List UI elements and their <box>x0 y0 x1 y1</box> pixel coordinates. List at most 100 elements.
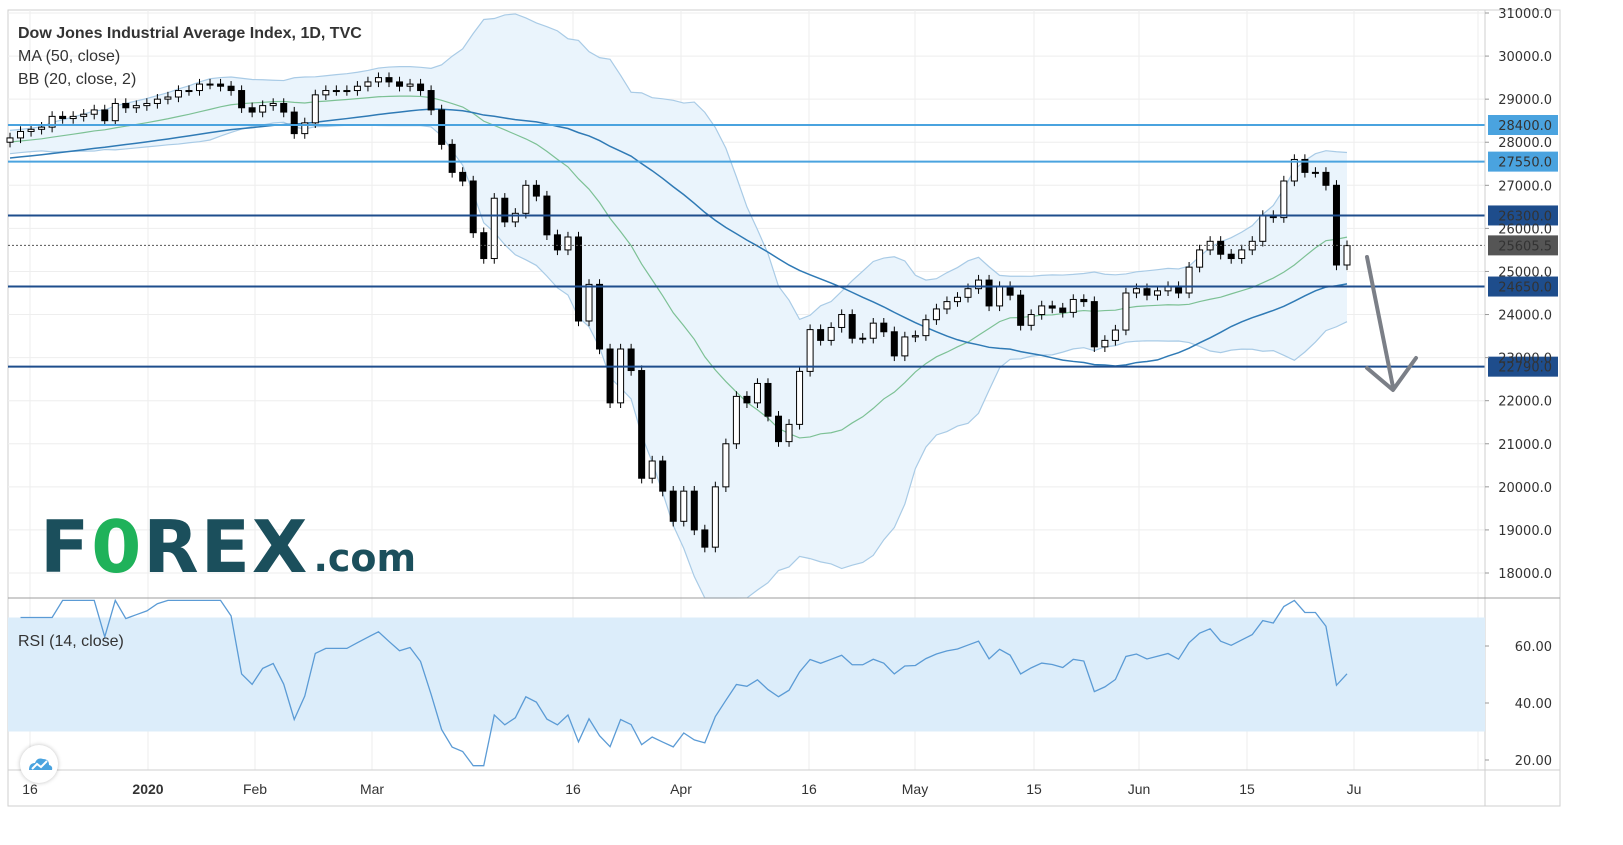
tradingview-logo-icon[interactable] <box>20 745 58 783</box>
candle-body <box>1196 249 1204 268</box>
level-label-bg <box>1488 115 1558 135</box>
candle-body <box>806 329 814 372</box>
price-tick-label: 21000.0 <box>1498 438 1552 453</box>
date-tick-label: 15 <box>1026 781 1042 797</box>
candle-body <box>1111 329 1119 341</box>
candle-body <box>459 171 467 182</box>
candle-body <box>1006 286 1014 296</box>
candle-body <box>911 335 919 338</box>
candle-body <box>869 322 877 339</box>
candle-body <box>532 184 540 197</box>
candle-body <box>122 102 130 109</box>
candle-body <box>943 301 951 310</box>
candle-body <box>164 96 172 100</box>
candle-body <box>785 423 793 443</box>
candle-body <box>80 113 88 117</box>
candle-body <box>701 529 709 548</box>
candle-body <box>711 486 719 548</box>
candle-body <box>438 109 446 145</box>
candle-body <box>59 115 67 120</box>
candle-body <box>248 107 256 113</box>
candle-body <box>1027 314 1035 326</box>
level-label-bg <box>1488 151 1558 172</box>
candle-body <box>638 370 646 479</box>
candle-body <box>606 348 614 404</box>
candle-body <box>1122 292 1130 331</box>
candle-body <box>1290 158 1298 182</box>
candle-body <box>985 279 993 307</box>
chart-legend: Dow Jones Industrial Average Index, 1D, … <box>18 22 362 91</box>
candle-body <box>722 443 730 488</box>
candle-body <box>901 336 909 357</box>
candle-body <box>732 395 740 445</box>
candle-body <box>1238 249 1246 260</box>
date-tick-label: 16 <box>565 781 581 797</box>
rsi-band <box>8 617 1485 732</box>
candle-body <box>90 109 98 115</box>
candle-body <box>48 115 56 128</box>
ma50-line <box>9 108 1348 367</box>
candle-body <box>206 83 214 86</box>
candle-body <box>827 326 835 341</box>
candle-body <box>374 77 382 83</box>
level-label-bg <box>1488 205 1558 226</box>
down-arrow-shaft <box>1365 255 1395 389</box>
price-tick-label: 25000.0 <box>1498 265 1552 280</box>
candle-body <box>185 90 193 93</box>
candle-body <box>796 370 804 425</box>
candle-body <box>396 81 404 87</box>
candle-body <box>227 85 235 92</box>
candle-body <box>427 90 435 111</box>
candle-body <box>448 143 456 173</box>
price-tick-label: 27000.0 <box>1498 179 1552 194</box>
candle-body <box>322 90 330 96</box>
last-price-bg <box>1488 235 1558 256</box>
date-tick-label: Apr <box>670 781 692 797</box>
candle-body <box>975 279 983 290</box>
candle-body <box>953 296 961 303</box>
candle-body <box>680 490 688 522</box>
candle-body <box>1090 301 1098 348</box>
price-tick-label: 20000.0 <box>1498 481 1552 496</box>
rsi-tick-label: 60.00 <box>1515 640 1552 655</box>
price-tick-label: 18000.0 <box>1498 567 1552 582</box>
bb-lower-line <box>9 121 1348 599</box>
candle-body <box>564 236 572 251</box>
rsi-tick-label: 40.00 <box>1515 697 1552 712</box>
date-tick-label: May <box>902 781 928 797</box>
candle-body <box>1059 307 1067 313</box>
candle-body <box>417 83 425 92</box>
last-price-label: 25605.5 <box>1498 239 1552 254</box>
logo-text-main: F0REX <box>40 505 310 589</box>
level-label-bg <box>1488 356 1558 377</box>
candle-body <box>753 382 761 404</box>
candle-body <box>880 322 888 333</box>
candle-body <box>922 319 930 337</box>
candle-body <box>238 90 246 109</box>
candle-body <box>1017 294 1025 326</box>
candle-body <box>364 81 372 87</box>
candle-body <box>195 83 203 92</box>
price-tick-label: 30000.0 <box>1498 50 1552 65</box>
candle-body <box>27 128 35 132</box>
candle-body <box>1038 305 1046 316</box>
bb-legend: BB (20, close, 2) <box>18 71 137 88</box>
price-tick-label: 19000.0 <box>1498 524 1552 539</box>
price-tick-label: 26000.0 <box>1498 222 1552 237</box>
candle-body <box>1217 240 1225 255</box>
date-tick-label: 2020 <box>132 781 163 797</box>
candle-body <box>111 102 119 122</box>
candle-body <box>343 90 351 93</box>
candle-body <box>301 122 309 135</box>
bb-upper-line <box>9 13 1348 321</box>
level-label: 26300.0 <box>1498 209 1552 224</box>
candle-body <box>1343 245 1351 266</box>
candle-body <box>1301 158 1309 173</box>
price-tick-label: 23000.0 <box>1498 352 1552 367</box>
candle-body <box>290 111 298 135</box>
candle-body <box>1322 171 1330 186</box>
candle-body <box>143 102 151 107</box>
candle-body <box>269 102 277 107</box>
logo-text-domain: .com <box>313 536 417 580</box>
candle-body <box>1143 288 1151 296</box>
